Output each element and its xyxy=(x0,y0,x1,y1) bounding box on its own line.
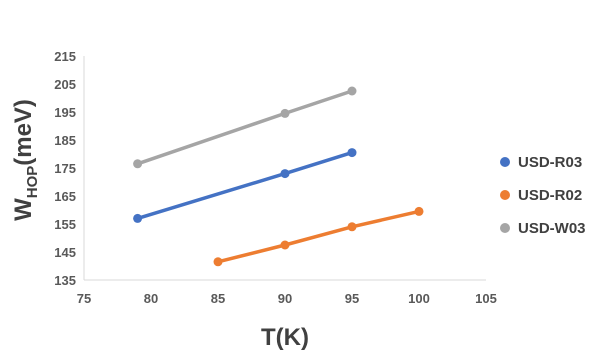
series-line-usd-r03 xyxy=(135,150,354,221)
legend: USD-R03 USD-R02 USD-W03 xyxy=(500,154,586,237)
legend-label-usd-r03: USD-R03 xyxy=(518,154,582,171)
y-tick-label: 155 xyxy=(54,217,76,232)
legend-label-usd-r02: USD-R02 xyxy=(518,187,582,204)
y-axis-title: WHOP(meV) xyxy=(10,99,41,221)
data-point-usd-r03 xyxy=(347,148,357,158)
data-point-usd-r02 xyxy=(347,222,357,232)
y-tick-label: 185 xyxy=(54,133,76,148)
x-tick-label: 100 xyxy=(408,291,430,306)
legend-marker-usd-r03 xyxy=(500,157,510,167)
y-tick-label: 165 xyxy=(54,189,76,204)
data-point-usd-r03 xyxy=(133,213,143,223)
x-tick-label: 85 xyxy=(211,291,225,306)
series-line-usd-w03 xyxy=(135,89,354,166)
legend-marker-usd-r02 xyxy=(500,190,510,200)
x-axis: 75 80 85 90 95 100 105 xyxy=(77,279,497,306)
y-tick-label: 205 xyxy=(54,77,76,92)
data-point-usd-r03 xyxy=(280,169,290,179)
legend-marker-usd-w03 xyxy=(500,223,510,233)
y-axis: 135 145 155 165 175 185 195 205 215 xyxy=(54,49,85,288)
y-axis-title-unit: (meV) xyxy=(10,99,37,166)
series-line-usd-r02 xyxy=(216,209,421,264)
data-point-usd-r02 xyxy=(280,240,290,250)
y-axis-title-main: W xyxy=(10,198,37,221)
y-tick-label: 175 xyxy=(54,161,76,176)
y-axis-title-sub: HOP xyxy=(24,166,41,199)
y-tick-label: 195 xyxy=(54,105,76,120)
data-point-usd-w03 xyxy=(133,159,143,169)
data-point-usd-r02 xyxy=(213,257,223,267)
y-tick-label: 215 xyxy=(54,49,76,64)
x-tick-label: 105 xyxy=(475,291,497,306)
x-tick-label: 80 xyxy=(144,291,158,306)
y-tick-label: 145 xyxy=(54,245,76,260)
x-tick-label: 90 xyxy=(278,291,292,306)
data-point-usd-w03 xyxy=(347,86,357,96)
plot-series xyxy=(133,86,424,267)
data-point-usd-r02 xyxy=(414,206,424,216)
data-point-usd-w03 xyxy=(280,108,290,118)
legend-label-usd-w03: USD-W03 xyxy=(518,220,586,237)
x-tick-label: 95 xyxy=(345,291,359,306)
x-axis-title: T(K) xyxy=(261,324,309,351)
y-tick-label: 135 xyxy=(54,273,76,288)
x-tick-label: 75 xyxy=(77,291,91,306)
